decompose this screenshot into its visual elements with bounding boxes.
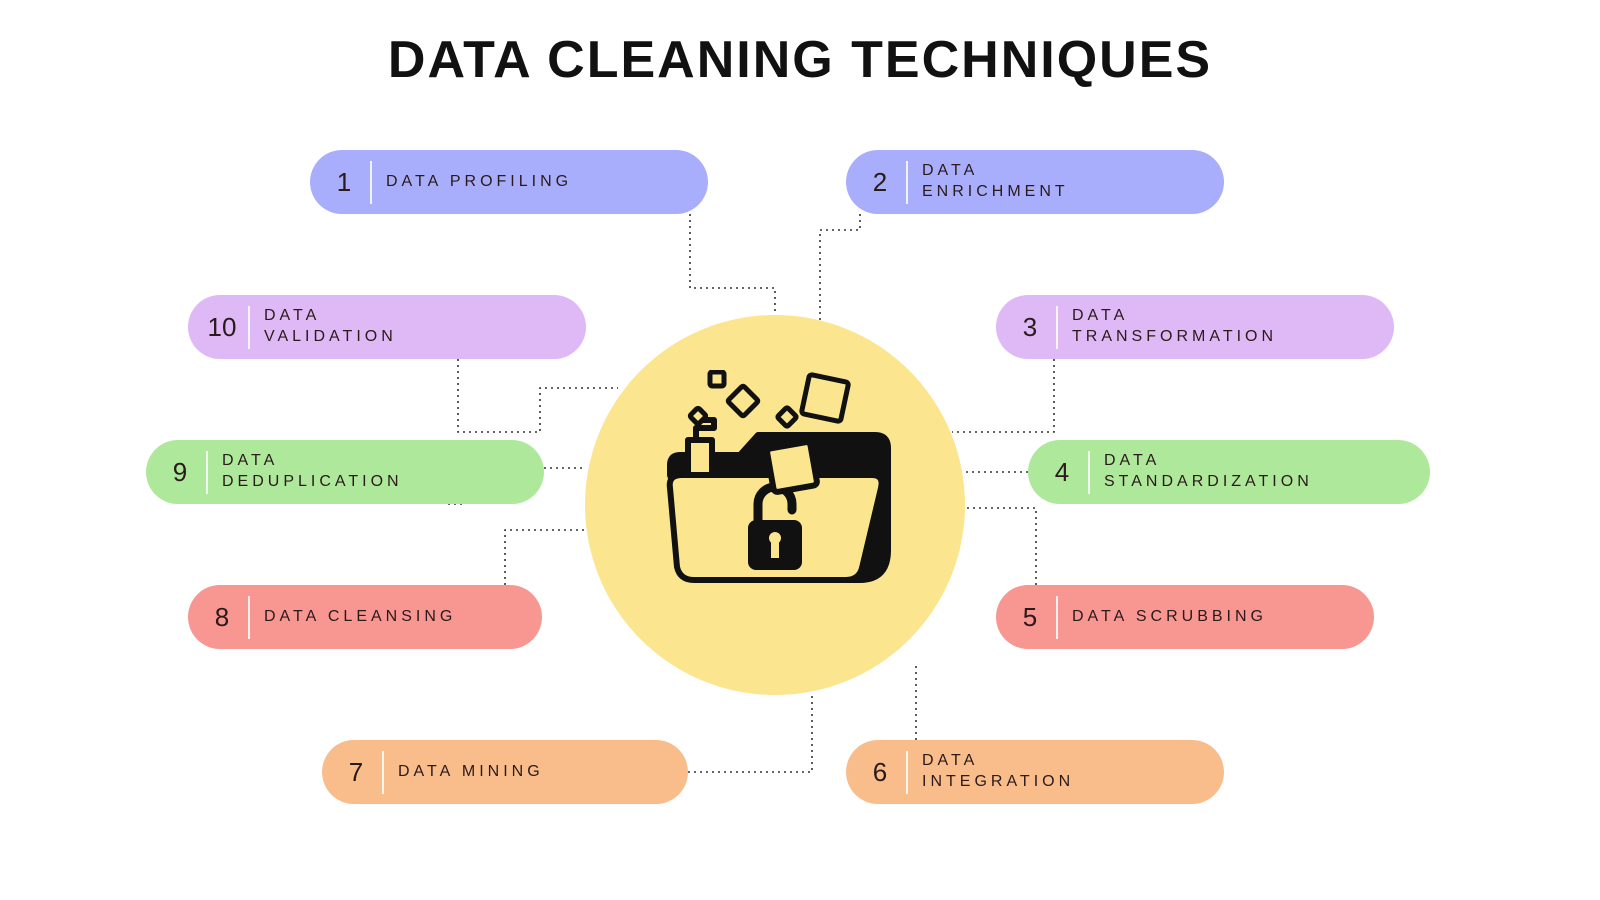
- pill-number: 5: [1004, 596, 1058, 639]
- folder-lock-icon: [640, 370, 910, 615]
- connector-6: [916, 666, 918, 740]
- technique-pill-4: 4 DATASTANDARDIZATION: [1028, 440, 1430, 504]
- technique-pill-1: 1 DATA PROFILING: [310, 150, 708, 214]
- pill-number: 6: [854, 751, 908, 794]
- pill-label: DATA SCRUBBING: [1072, 607, 1295, 628]
- pill-label: DATA CLEANSING: [264, 607, 484, 628]
- technique-pill-5: 5 DATA SCRUBBING: [996, 585, 1374, 649]
- pill-number: 2: [854, 161, 908, 204]
- pill-number: 8: [196, 596, 250, 639]
- technique-pill-9: 9 DATADEDUPLICATION: [146, 440, 544, 504]
- pill-label: DATA MINING: [398, 762, 572, 783]
- connector-2: [820, 214, 860, 338]
- technique-pill-8: 8 DATA CLEANSING: [188, 585, 542, 649]
- pill-number: 1: [318, 161, 372, 204]
- pill-label: DATAVALIDATION: [264, 306, 425, 348]
- technique-pill-6: 6 DATAINTEGRATION: [846, 740, 1224, 804]
- page-title: DATA CLEANING TECHNIQUES: [0, 30, 1600, 90]
- pill-number: 10: [196, 306, 250, 349]
- technique-pill-3: 3 DATATRANSFORMATION: [996, 295, 1394, 359]
- technique-pill-10: 10 DATAVALIDATION: [188, 295, 586, 359]
- technique-pill-2: 2 DATAENRICHMENT: [846, 150, 1224, 214]
- pill-number: 7: [330, 751, 384, 794]
- pill-label: DATAINTEGRATION: [922, 751, 1102, 793]
- connector-3: [952, 359, 1054, 432]
- pill-label: DATADEDUPLICATION: [222, 451, 431, 493]
- connector-1: [690, 214, 775, 316]
- pill-number: 3: [1004, 306, 1058, 349]
- pill-label: DATASTANDARDIZATION: [1104, 451, 1341, 493]
- pill-number: 4: [1036, 451, 1090, 494]
- connector-10: [458, 359, 618, 432]
- pill-label: DATAENRICHMENT: [922, 161, 1097, 203]
- pill-label: DATATRANSFORMATION: [1072, 306, 1305, 348]
- pill-label: DATA PROFILING: [386, 172, 600, 193]
- pill-number: 9: [154, 451, 208, 494]
- technique-pill-7: 7 DATA MINING: [322, 740, 688, 804]
- connector-7: [688, 694, 812, 772]
